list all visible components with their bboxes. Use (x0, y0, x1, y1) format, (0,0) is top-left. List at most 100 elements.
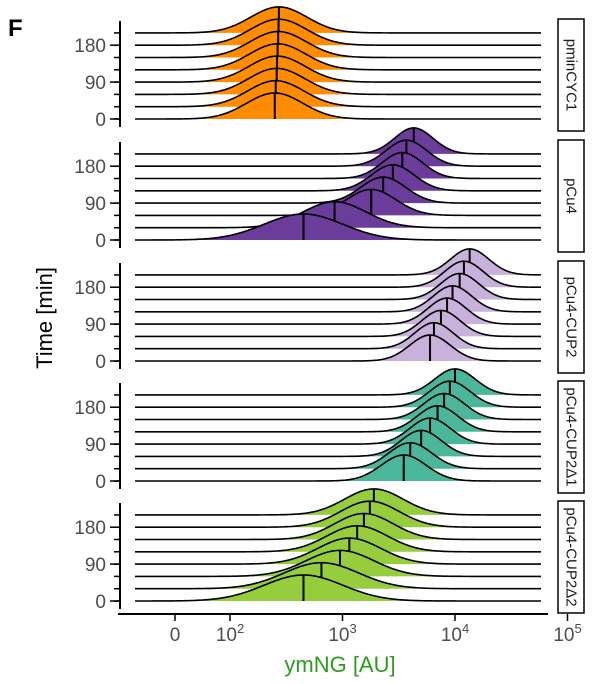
ridge-line (135, 500, 541, 528)
ridge-fill (135, 68, 542, 95)
ridge-fill (135, 513, 542, 540)
ridge-fill (135, 430, 542, 457)
ridge-line (135, 18, 541, 46)
x-tick-exponent: 4 (462, 621, 469, 636)
ridge-fill (135, 93, 542, 119)
ridge-line (135, 151, 541, 180)
ridge-line (135, 248, 542, 276)
strip-box (557, 380, 585, 494)
strip-label: pCu4 (563, 178, 580, 214)
ridge-line (135, 260, 541, 288)
y-tick-label: 90 (85, 73, 106, 94)
panel-1: 0 90 180 pminCYC1 (74, 6, 585, 132)
ridge-fill (135, 19, 542, 46)
y-axis-title: Time [min] (32, 267, 57, 369)
ridge-line (135, 574, 541, 602)
strip-label: pminCYC1 (563, 39, 580, 112)
ridge-fill (135, 562, 542, 589)
ridge-fill (135, 575, 542, 601)
x-tick-exponent: 2 (237, 621, 244, 636)
ridge-fill (135, 418, 542, 445)
panel-2: 0 90 180 pCu4 (74, 127, 585, 253)
y-tick-label: 180 (74, 278, 106, 299)
ridge-line (135, 30, 541, 59)
ridge-line (135, 297, 541, 325)
ridge-line (135, 321, 541, 350)
ridge-fill (135, 335, 542, 361)
y-tick-label: 0 (95, 231, 106, 252)
x-tick-exponent: 5 (574, 621, 581, 636)
ridge-line (135, 43, 541, 71)
ridge-line (135, 67, 541, 96)
ridge-line (135, 429, 541, 458)
ridge-fill (135, 43, 542, 70)
strip-box (557, 18, 585, 132)
ridge-fill (135, 80, 542, 107)
y-tick-label: 90 (85, 315, 106, 336)
ridge-line (135, 537, 541, 565)
ridge-fill (135, 501, 542, 528)
ridge-line (135, 285, 541, 313)
y-tick-label: 90 (85, 435, 106, 456)
ridge-line (135, 309, 541, 338)
ridge-line (135, 92, 541, 120)
ridge-fill (135, 201, 542, 228)
panel-5: 0 90 180 pCu4-CUP2Δ2 (74, 488, 585, 614)
x-axis-title: ymNG [AU] (284, 652, 395, 677)
ridge-line (135, 380, 541, 408)
ridge-fill (135, 248, 542, 275)
y-tick-label: 0 (95, 592, 106, 613)
panel-letter: F (8, 15, 23, 42)
strip-label: pCu4-CUP2Δ1 (563, 387, 580, 486)
x-tick-label: 105 (553, 621, 581, 646)
y-tick-label: 90 (85, 194, 106, 215)
y-tick-label: 180 (74, 518, 106, 539)
ridge-line (135, 163, 541, 192)
ridge-line (135, 79, 541, 108)
ridge-line (135, 405, 541, 433)
ridge-line (135, 6, 541, 34)
ridge-line (135, 139, 541, 167)
strip-label: pCu4-CUP2Δ2 (563, 507, 580, 606)
ridge-line (135, 368, 541, 396)
x-axis: 0 102 103 104 105 (118, 613, 582, 646)
ridge-fill (135, 550, 542, 577)
ridge-line (135, 213, 541, 241)
y-tick-label: 0 (95, 110, 106, 131)
ridge-line (135, 561, 541, 590)
ridge-fill (135, 6, 542, 33)
ridge-fill (135, 214, 542, 240)
ridge-fill (135, 56, 542, 83)
ridge-line (135, 417, 541, 445)
ridge-line (135, 127, 541, 155)
ridge-line (135, 524, 541, 553)
ridge-line (135, 392, 541, 421)
y-tick-label: 180 (74, 398, 106, 419)
x-tick-label: 103 (328, 621, 356, 646)
ridge-line (135, 55, 541, 83)
strip-label: pCu4-CUP2 (563, 277, 580, 358)
ridge-line (135, 200, 541, 229)
strip-box (557, 260, 585, 374)
ridge-line (135, 454, 541, 482)
x-tick-label: 104 (441, 621, 469, 646)
ridge-fill (135, 31, 542, 58)
x-tick-label: 0 (170, 625, 181, 646)
ridge-line (135, 334, 541, 362)
panel-4: 0 90 180 pCu4-CUP2Δ1 (74, 368, 585, 494)
ridge-fill (135, 368, 542, 395)
ridge-fill (135, 442, 542, 469)
y-tick-label: 0 (95, 472, 106, 493)
ridge-fill (135, 127, 542, 154)
ridge-fill (135, 261, 542, 288)
ridge-fill (135, 488, 542, 515)
panel-3: 0 90 180 pCu4-CUP2 (74, 248, 585, 374)
ridge-line (135, 512, 541, 541)
y-tick-label: 0 (95, 352, 106, 373)
strip-box (557, 139, 585, 253)
strip-box (557, 500, 585, 614)
ridge-line (135, 549, 541, 578)
y-tick-label: 180 (74, 36, 106, 57)
